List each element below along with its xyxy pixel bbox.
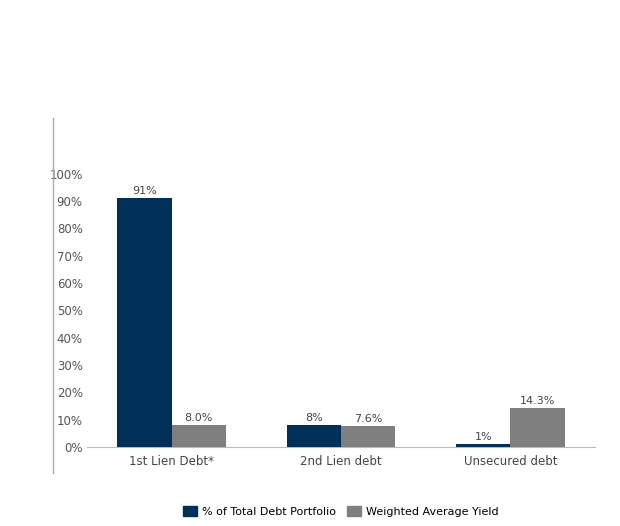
- Text: 8%: 8%: [305, 413, 323, 423]
- Bar: [456, 444, 510, 447]
- Text: 14.3%: 14.3%: [520, 396, 556, 406]
- Text: Debt Investment Portfolio
as of March 31, 2022: Debt Investment Portfolio as of March 31…: [188, 45, 444, 89]
- Bar: [510, 408, 565, 447]
- Bar: [172, 425, 226, 447]
- Legend: % of Total Debt Portfolio, Weighted Average Yield: % of Total Debt Portfolio, Weighted Aver…: [179, 502, 503, 521]
- Bar: [287, 425, 341, 447]
- Text: 1%: 1%: [474, 432, 492, 442]
- Bar: [117, 198, 172, 447]
- Text: 8.0%: 8.0%: [185, 413, 213, 423]
- Text: 7.6%: 7.6%: [354, 414, 383, 424]
- Text: 91%: 91%: [132, 186, 157, 196]
- Bar: [341, 426, 395, 447]
